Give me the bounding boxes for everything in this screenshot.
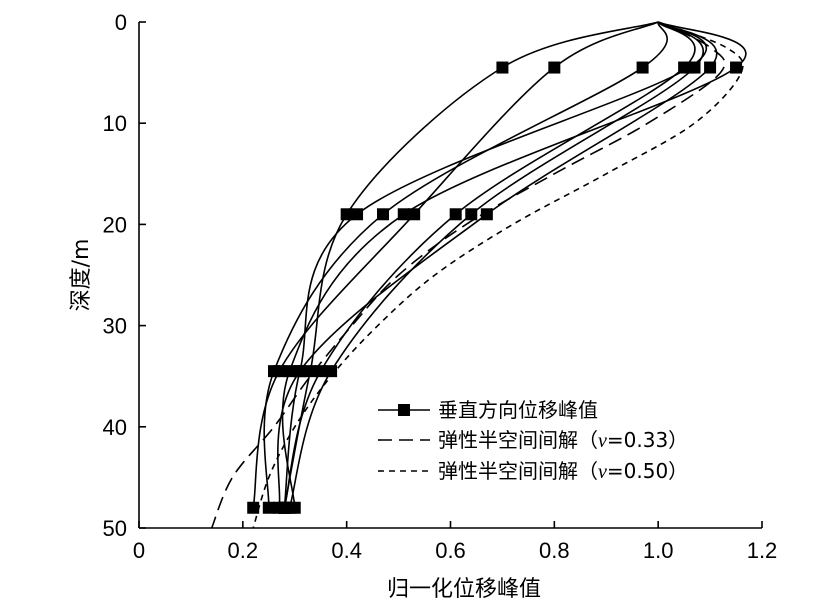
marker-2-1 bbox=[548, 61, 561, 74]
y-tick-label-0: 0 bbox=[115, 10, 127, 35]
marker-5-3 bbox=[325, 365, 338, 378]
marker-1-1 bbox=[496, 61, 509, 74]
y-tick-label-5: 50 bbox=[103, 516, 127, 541]
marker-6-1 bbox=[704, 61, 717, 74]
x-tick-label-0: 0 bbox=[133, 538, 145, 563]
elastic-0.50-curve bbox=[252, 21, 744, 529]
x-tick-label-2: 0.4 bbox=[331, 538, 362, 563]
legend-marker bbox=[398, 404, 410, 416]
marker-7-2 bbox=[397, 208, 410, 221]
y-tick-label-1: 10 bbox=[103, 111, 127, 136]
marker-1-3 bbox=[304, 365, 317, 378]
x-tick-label-5: 1.0 bbox=[643, 538, 674, 563]
marker-3-2 bbox=[377, 208, 390, 221]
legend-label-2: 弹性半空间间解（v=0.33） bbox=[438, 428, 688, 452]
marker-7-1 bbox=[730, 61, 743, 74]
marker-6-2 bbox=[480, 208, 493, 221]
y-tick-label-2: 20 bbox=[103, 212, 127, 237]
marker-1-2 bbox=[340, 208, 353, 221]
vertical-curve-8 bbox=[283, 21, 708, 508]
marker-8-2 bbox=[351, 208, 364, 221]
y-axis-title: 深度/m bbox=[69, 239, 94, 312]
vertical-curve-7 bbox=[281, 21, 747, 508]
marker-7-4 bbox=[288, 501, 301, 514]
marker-4-3 bbox=[314, 365, 327, 378]
data-curves bbox=[210, 21, 747, 529]
marker-4-2 bbox=[449, 208, 462, 221]
legend-label-1: 垂直方向位移峰值 bbox=[438, 398, 598, 422]
elastic-0.33-curve bbox=[210, 21, 726, 529]
marker-5-2 bbox=[465, 208, 478, 221]
marker-3-1 bbox=[636, 61, 649, 74]
x-tick-label-4: 0.8 bbox=[539, 538, 570, 563]
axes bbox=[138, 22, 762, 529]
tick-marks bbox=[138, 21, 763, 529]
legend-label-3: 弹性半空间间解（v=0.50） bbox=[438, 459, 688, 483]
x-axis-title: 归一化位移峰值 bbox=[387, 577, 541, 602]
y-tick-label-3: 30 bbox=[103, 314, 127, 339]
marker-3-3 bbox=[267, 365, 280, 378]
tick-labels: 0 0.2 0.4 0.6 0.8 1.0 1.2 0 10 20 30 40 50 bbox=[103, 10, 778, 563]
y-tick-label-4: 40 bbox=[103, 415, 127, 440]
marker-7-3 bbox=[283, 365, 296, 378]
marker-8-1 bbox=[683, 61, 696, 74]
x-tick-label-3: 0.6 bbox=[435, 538, 466, 563]
marker-2-4 bbox=[247, 501, 260, 514]
x-tick-label-6: 1.2 bbox=[747, 538, 778, 563]
data-markers bbox=[247, 61, 743, 514]
marker-2-2 bbox=[408, 208, 421, 221]
marker-8-3 bbox=[293, 365, 306, 378]
marker-3-4 bbox=[262, 501, 275, 514]
marker-8-4 bbox=[278, 501, 291, 514]
x-tick-label-1: 0.2 bbox=[228, 538, 259, 563]
